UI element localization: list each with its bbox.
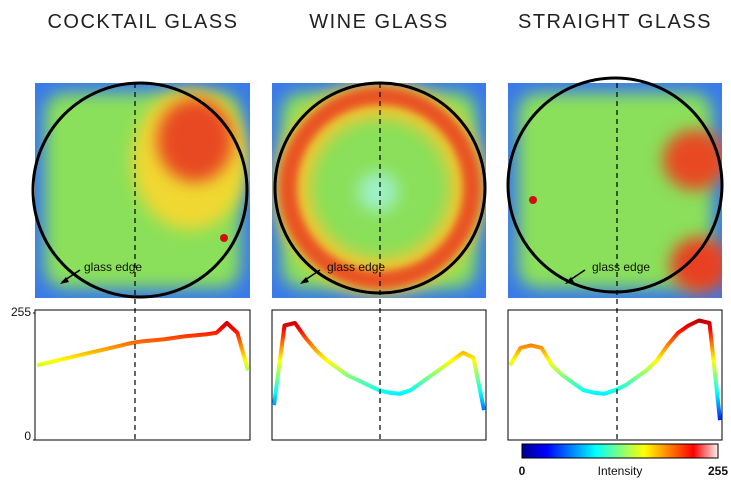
profile-line (274, 323, 484, 410)
page: COCKTAIL GLASS WINE GLASS STRAIGHT GLASS (0, 0, 731, 482)
colorbar-tick-label: 255 (708, 464, 728, 478)
y-tick-label: 255 (11, 305, 31, 319)
colorbar-label: Intensity (598, 464, 643, 478)
profile-line (510, 321, 720, 421)
colorbar-tick-label: 0 (519, 464, 526, 478)
annotation: glass edge (84, 260, 142, 274)
annotation: glass edge (327, 260, 385, 274)
annotation: glass edge (592, 260, 650, 274)
profile-frame (272, 310, 486, 440)
figure: glass edge 0 255 glass edge glass edge 0 255 In… (0, 0, 731, 482)
profile-frame (508, 310, 722, 440)
y-tick-label: 0 (24, 429, 31, 443)
profile-line (37, 323, 248, 370)
colorbar (522, 444, 718, 458)
